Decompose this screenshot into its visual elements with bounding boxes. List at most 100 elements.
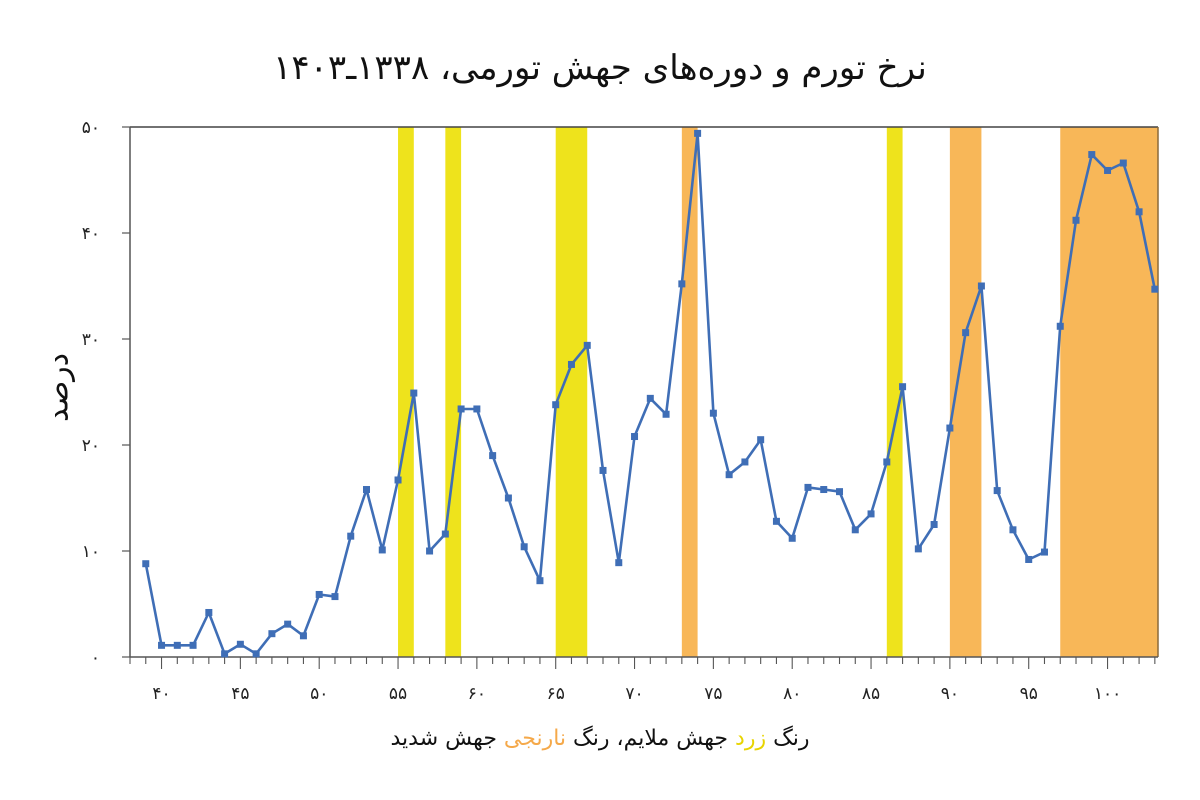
y-tick-label: ۴۰	[82, 224, 100, 244]
data-point-marker	[631, 433, 639, 441]
chart-title: نرخ تورم و دوره‌های جهش تورمی، ۱۳۳۸ـ۱۴۰۳	[273, 48, 927, 88]
chart-axes: ۰ ۱۰ ۲۰ ۳۰ ۴۰ ۵۰ ۴۰ ۴۵ ۵۰ ۵۵ ۶۰ ۶۵ ۷۰ ۷۵ ۸۰ ۸۵ ۹۰ ۹۵ ۱۰۰	[82, 118, 1159, 704]
legend-prefix: رنگ	[766, 726, 810, 751]
x-tick-label: ۸۰	[783, 684, 801, 704]
data-point-marker	[504, 494, 512, 502]
data-point-marker	[158, 641, 166, 649]
data-point-marker	[331, 593, 339, 601]
data-point-marker	[694, 129, 702, 137]
data-point-marker	[725, 471, 733, 479]
yellow-surge-band	[398, 127, 414, 657]
data-point-marker	[1135, 208, 1143, 216]
data-point-marker	[662, 410, 670, 418]
legend-orange-word: نارنجی	[503, 726, 567, 751]
inflation-surge-bands	[398, 127, 1158, 657]
orange-surge-band	[1060, 127, 1158, 657]
x-tick-label: ۶۵	[547, 684, 565, 704]
data-point-marker	[394, 476, 402, 484]
data-point-marker	[142, 560, 150, 568]
data-point-marker	[977, 282, 985, 290]
x-tick-label: ۵۵	[389, 684, 407, 704]
data-point-marker	[221, 650, 229, 658]
y-tick-label: ۰	[91, 648, 100, 668]
data-point-marker	[599, 466, 607, 474]
data-point-marker	[1119, 159, 1127, 167]
data-point-marker	[646, 394, 654, 402]
inflation-series	[142, 129, 1159, 658]
x-tick-label: ۹۵	[1020, 684, 1038, 704]
data-point-marker	[205, 608, 213, 616]
data-point-marker	[867, 510, 875, 518]
data-point-marker	[709, 409, 717, 417]
y-tick-label: ۵۰	[82, 118, 100, 138]
data-point-marker	[567, 360, 575, 368]
y-tick-label: ۳۰	[82, 330, 100, 350]
data-point-marker	[1040, 548, 1048, 556]
data-point-marker	[520, 543, 528, 551]
data-point-marker	[962, 329, 970, 337]
x-tick-label: ۸۵	[862, 684, 880, 704]
data-point-marker	[268, 630, 276, 638]
data-point-marker	[252, 650, 260, 658]
data-point-marker	[284, 620, 292, 628]
data-point-marker	[189, 641, 197, 649]
data-point-marker	[788, 534, 796, 542]
data-point-marker	[1009, 526, 1017, 534]
x-tick-label: ۷۵	[704, 684, 722, 704]
data-point-marker	[1088, 151, 1096, 159]
data-point-marker	[426, 547, 434, 555]
data-point-marker	[536, 577, 544, 585]
data-point-marker	[772, 517, 780, 525]
data-point-marker	[836, 488, 844, 496]
data-point-marker	[1151, 285, 1159, 293]
legend-yellow-word: زرد	[735, 726, 767, 751]
data-point-marker	[993, 487, 1001, 495]
data-point-marker	[236, 640, 244, 648]
data-point-marker	[315, 590, 323, 598]
data-point-marker	[363, 486, 371, 494]
x-tick-label: ۱۰۰	[1094, 684, 1121, 704]
data-point-marker	[820, 486, 828, 494]
yellow-surge-band	[886, 127, 903, 657]
data-point-marker	[1104, 166, 1112, 174]
data-point-marker	[583, 341, 591, 349]
data-point-marker	[378, 546, 386, 554]
data-point-marker	[489, 452, 497, 460]
data-point-marker	[930, 521, 938, 528]
inflation-line	[144, 132, 1157, 656]
data-point-marker	[410, 389, 418, 397]
y-axis-label: درصد	[40, 352, 76, 423]
yellow-surge-band	[445, 127, 462, 657]
data-point-marker	[473, 405, 481, 413]
data-point-marker	[883, 458, 891, 466]
data-point-marker	[441, 530, 449, 538]
x-tick-label: ۴۵	[231, 684, 249, 704]
color-legend-caption: رنگ زرد جهش ملایم، رنگ نارنجی جهش شدید	[0, 726, 1200, 751]
orange-surge-band	[681, 127, 698, 657]
data-point-marker	[804, 483, 812, 491]
data-point-marker	[757, 436, 765, 444]
data-point-marker	[678, 280, 686, 288]
legend-middle: جهش ملایم، رنگ	[566, 726, 736, 751]
data-point-marker	[457, 405, 465, 413]
data-point-marker	[347, 532, 355, 540]
x-tick-label: ۵۰	[310, 684, 328, 704]
x-tick-label: ۹۰	[941, 684, 959, 704]
data-point-marker	[552, 401, 560, 409]
data-point-marker	[899, 383, 907, 391]
data-point-marker	[1072, 216, 1080, 224]
x-tick-label: ۷۰	[625, 684, 643, 704]
data-point-marker	[914, 545, 922, 553]
data-point-marker	[615, 559, 623, 567]
data-point-marker	[851, 526, 859, 534]
x-tick-label: ۴۰	[152, 684, 170, 704]
data-point-marker	[299, 632, 307, 640]
y-tick-label: ۲۰	[82, 436, 100, 456]
data-point-marker	[1056, 322, 1064, 330]
data-point-marker	[946, 424, 954, 432]
data-point-marker	[741, 458, 749, 466]
x-tick-label: ۶۰	[468, 684, 486, 704]
data-point-marker	[173, 641, 181, 649]
legend-suffix: جهش شدید	[390, 726, 504, 751]
